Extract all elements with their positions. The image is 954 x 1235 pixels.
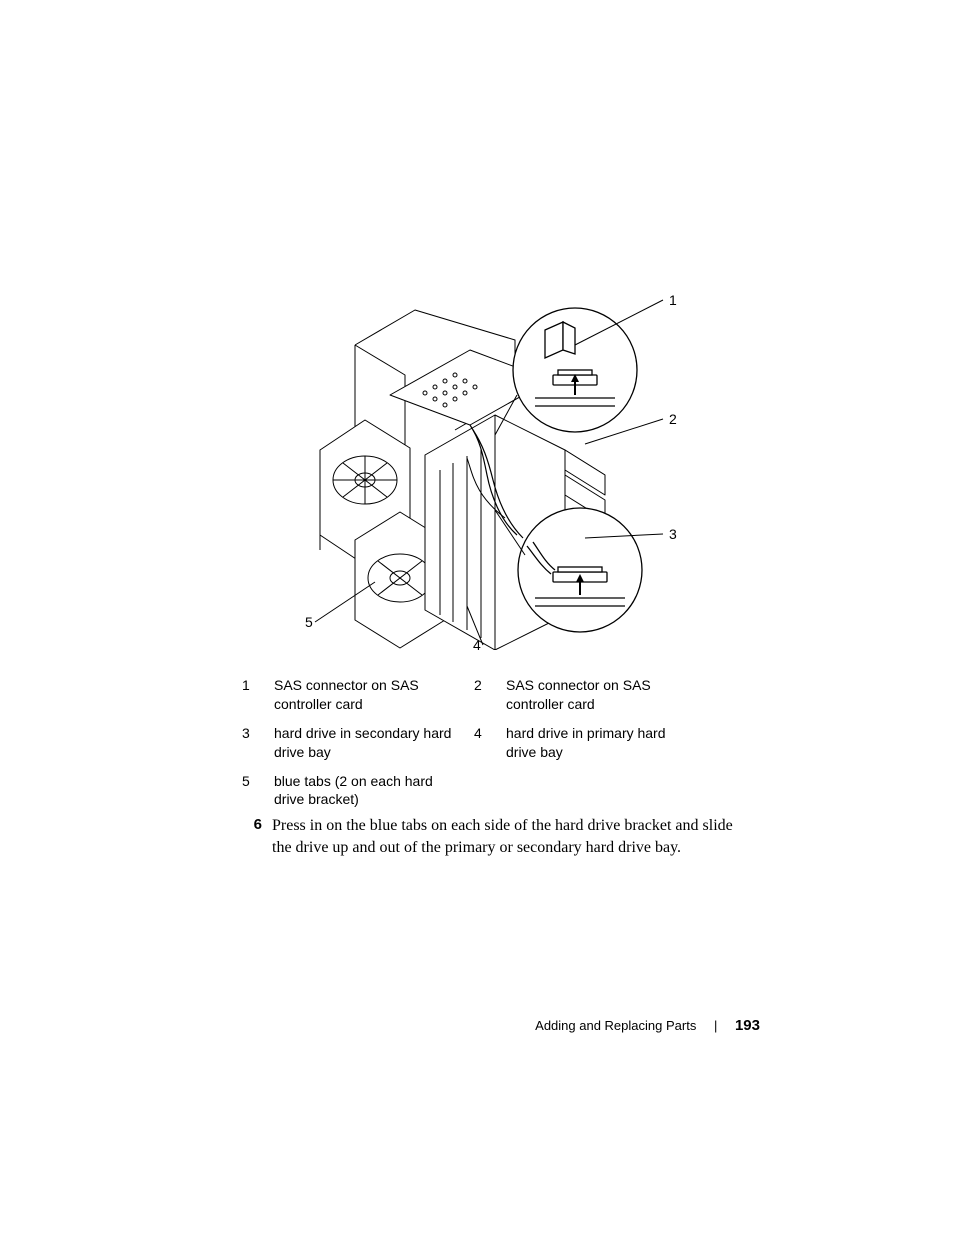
legend-row: 3 hard drive in secondary hard drive bay… xyxy=(242,724,752,762)
svg-text:4: 4 xyxy=(473,637,481,650)
legend-text: hard drive in primary hard drive bay xyxy=(506,724,706,762)
diagram-legend: 1 SAS connector on SAS controller card 2… xyxy=(242,676,752,819)
step-number: 6 xyxy=(242,815,272,859)
section-title: Adding and Replacing Parts xyxy=(535,1018,696,1033)
diagram-svg: 1 2 3 4 5 xyxy=(295,280,695,650)
svg-text:5: 5 xyxy=(305,614,313,630)
document-page: 1 2 3 4 5 1 SAS connector on SAS controller … xyxy=(0,0,954,1235)
legend-text: SAS connector on SAS controller card xyxy=(274,676,474,714)
step-text: Press in on the blue tabs on each side o… xyxy=(272,815,752,859)
svg-text:2: 2 xyxy=(669,411,677,427)
legend-number: 2 xyxy=(474,676,506,714)
exploded-diagram: 1 2 3 4 5 xyxy=(295,280,695,650)
legend-number: 5 xyxy=(242,772,274,810)
legend-row: 5 blue tabs (2 on each hard drive bracke… xyxy=(242,772,752,810)
page-number: 193 xyxy=(735,1017,760,1034)
legend-number: 4 xyxy=(474,724,506,762)
legend-text: SAS connector on SAS controller card xyxy=(506,676,706,714)
legend-number: 1 xyxy=(242,676,274,714)
legend-text: blue tabs (2 on each hard drive bracket) xyxy=(274,772,474,810)
legend-row: 1 SAS connector on SAS controller card 2… xyxy=(242,676,752,714)
svg-text:1: 1 xyxy=(669,292,677,308)
legend-number: 3 xyxy=(242,724,274,762)
footer-separator: | xyxy=(714,1018,717,1033)
instruction-step: 6 Press in on the blue tabs on each side… xyxy=(242,815,752,859)
legend-text: hard drive in secondary hard drive bay xyxy=(274,724,474,762)
page-footer: Adding and Replacing Parts | 193 xyxy=(0,1017,760,1034)
svg-text:3: 3 xyxy=(669,526,677,542)
